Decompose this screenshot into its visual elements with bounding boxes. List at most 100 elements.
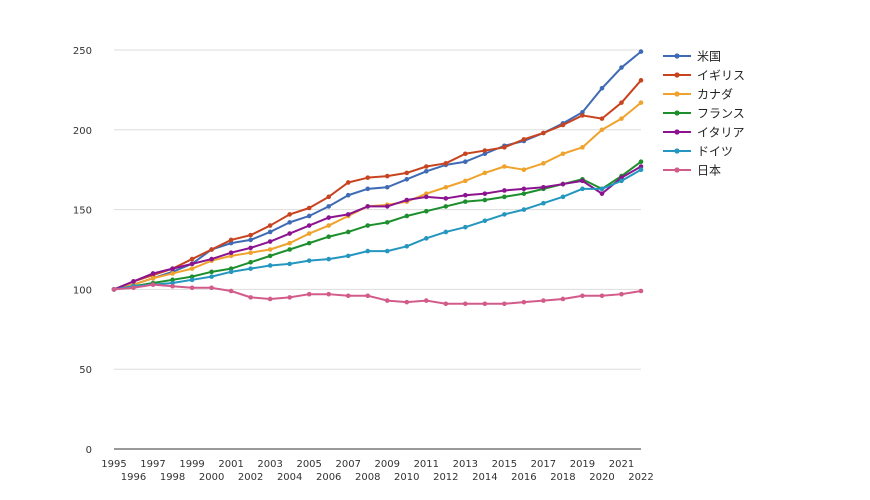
data-point[interactable] xyxy=(248,250,253,255)
series-line[interactable] xyxy=(113,79,642,291)
legend-item[interactable]: イギリス xyxy=(663,69,745,83)
data-point[interactable] xyxy=(287,231,292,236)
data-point[interactable] xyxy=(365,248,371,254)
data-point[interactable] xyxy=(560,122,566,128)
data-point[interactable] xyxy=(423,191,429,196)
data-point[interactable] xyxy=(423,168,429,174)
data-point[interactable] xyxy=(463,224,468,230)
data-point[interactable] xyxy=(423,208,429,214)
data-point[interactable] xyxy=(541,161,546,166)
data-point[interactable] xyxy=(131,279,136,284)
data-point[interactable] xyxy=(619,65,624,70)
data-point[interactable] xyxy=(267,229,273,235)
data-point[interactable] xyxy=(482,151,488,157)
data-point[interactable] xyxy=(170,283,175,289)
data-point[interactable] xyxy=(228,237,234,243)
data-point[interactable] xyxy=(521,167,527,172)
data-point[interactable] xyxy=(521,191,527,196)
data-point[interactable] xyxy=(326,215,332,220)
data-point[interactable] xyxy=(287,247,292,252)
data-point[interactable] xyxy=(521,207,527,212)
data-point[interactable] xyxy=(131,285,136,291)
data-point[interactable] xyxy=(580,113,585,118)
legend-item[interactable]: 日本 xyxy=(663,164,721,178)
data-point[interactable] xyxy=(384,248,390,254)
data-point[interactable] xyxy=(502,301,507,307)
data-point[interactable] xyxy=(482,191,488,196)
data-point[interactable] xyxy=(365,204,371,209)
data-point[interactable] xyxy=(267,296,273,302)
data-point[interactable] xyxy=(326,234,332,240)
data-point[interactable] xyxy=(599,127,605,133)
data-point[interactable] xyxy=(365,223,371,228)
data-point[interactable] xyxy=(384,184,390,190)
data-point[interactable] xyxy=(170,280,175,286)
legend-item[interactable]: カナダ xyxy=(663,87,733,102)
data-point[interactable] xyxy=(404,299,410,305)
data-point[interactable] xyxy=(248,259,253,265)
data-point[interactable] xyxy=(326,223,332,228)
data-point[interactable] xyxy=(267,247,273,252)
data-point[interactable] xyxy=(287,212,292,217)
data-point[interactable] xyxy=(521,186,527,192)
data-point[interactable] xyxy=(345,253,351,259)
data-point[interactable] xyxy=(345,180,351,185)
data-point[interactable] xyxy=(150,275,156,281)
data-point[interactable] xyxy=(306,205,312,211)
data-point[interactable] xyxy=(463,199,468,204)
data-point[interactable] xyxy=(189,274,195,279)
data-point[interactable] xyxy=(365,186,371,192)
data-point[interactable] xyxy=(326,204,332,209)
data-point[interactable] xyxy=(423,298,429,303)
data-point[interactable] xyxy=(619,100,624,105)
data-point[interactable] xyxy=(619,178,624,184)
data-point[interactable] xyxy=(502,194,507,200)
data-point[interactable] xyxy=(502,145,507,150)
data-point[interactable] xyxy=(404,213,410,219)
data-point[interactable] xyxy=(502,164,507,169)
data-point[interactable] xyxy=(580,293,585,299)
data-point[interactable] xyxy=(443,184,449,190)
data-point[interactable] xyxy=(443,204,449,209)
data-point[interactable] xyxy=(423,194,429,200)
data-point[interactable] xyxy=(384,173,390,179)
data-point[interactable] xyxy=(482,148,488,153)
data-point[interactable] xyxy=(209,274,214,279)
data-point[interactable] xyxy=(619,175,624,180)
data-point[interactable] xyxy=(189,261,195,267)
data-point[interactable] xyxy=(560,151,566,157)
data-point[interactable] xyxy=(599,293,605,299)
data-point[interactable] xyxy=(423,236,429,241)
series-line[interactable] xyxy=(113,283,642,305)
data-point[interactable] xyxy=(443,229,449,235)
data-point[interactable] xyxy=(189,285,195,291)
data-point[interactable] xyxy=(306,240,312,246)
data-point[interactable] xyxy=(463,192,468,198)
data-point[interactable] xyxy=(541,130,546,136)
data-point[interactable] xyxy=(502,212,507,217)
data-point[interactable] xyxy=(111,287,117,292)
data-point[interactable] xyxy=(599,186,605,192)
data-point[interactable] xyxy=(170,277,175,283)
data-point[interactable] xyxy=(189,256,195,262)
data-point[interactable] xyxy=(209,269,214,275)
data-point[interactable] xyxy=(267,253,273,259)
data-point[interactable] xyxy=(248,266,253,271)
data-point[interactable] xyxy=(248,295,253,300)
data-point[interactable] xyxy=(599,116,605,121)
data-point[interactable] xyxy=(599,86,605,91)
series-line[interactable] xyxy=(113,50,642,291)
data-point[interactable] xyxy=(170,271,175,276)
data-point[interactable] xyxy=(189,277,195,283)
data-point[interactable] xyxy=(580,109,585,115)
data-point[interactable] xyxy=(482,197,488,203)
data-point[interactable] xyxy=(345,293,351,299)
data-point[interactable] xyxy=(209,285,214,291)
data-point[interactable] xyxy=(209,247,214,252)
data-point[interactable] xyxy=(638,49,644,54)
legend-item[interactable]: フランス xyxy=(663,107,745,121)
data-point[interactable] xyxy=(619,291,624,297)
data-point[interactable] xyxy=(463,301,468,307)
data-point[interactable] xyxy=(228,269,234,275)
data-point[interactable] xyxy=(150,282,156,287)
